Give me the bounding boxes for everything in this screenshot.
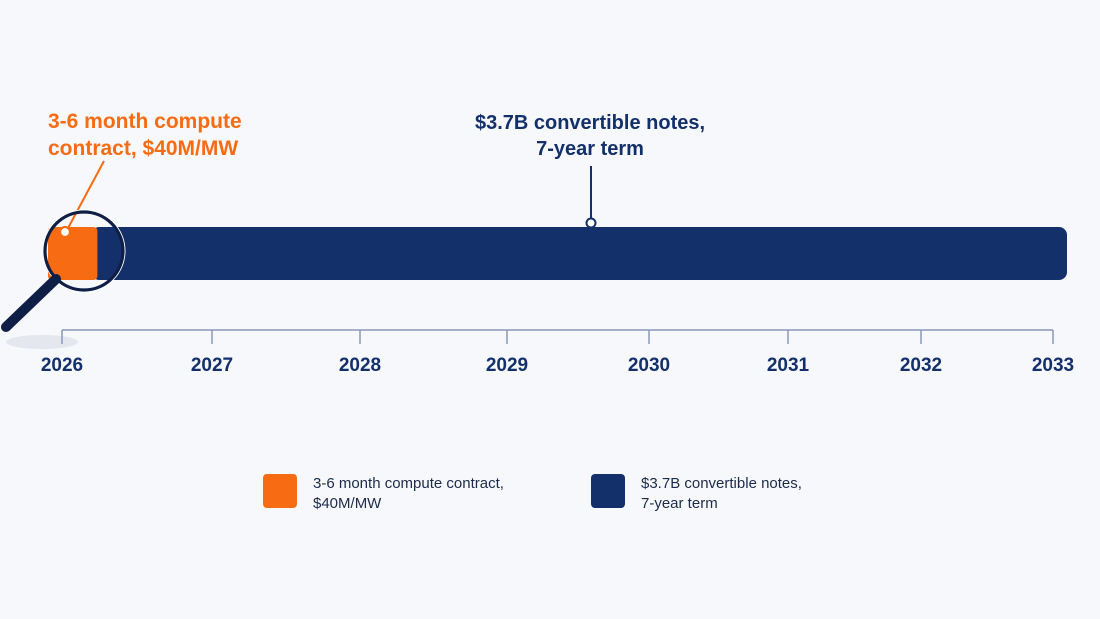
convertible-notes-leader-dot xyxy=(585,217,597,229)
compute-contract-callout: 3-6 month compute contract, $40M/MW xyxy=(48,110,242,160)
convertible-notes-callout: $3.7B convertible notes, 7-year term xyxy=(474,112,706,160)
x-tick-label: 2032 xyxy=(900,355,942,376)
legend-label-convertible-notes: $3.7B convertible notes, 7-year term xyxy=(641,475,802,512)
legend-swatch-navy xyxy=(591,474,625,508)
legend-item-compute-contract: 3-6 month compute contract, $40M/MW xyxy=(263,474,504,514)
x-tick-label: 2033 xyxy=(1032,355,1074,376)
x-tick-label: 2027 xyxy=(191,355,233,376)
x-tick-label: 2028 xyxy=(339,355,381,376)
magnifying-glass-icon xyxy=(1,209,126,332)
x-tick-label: 2030 xyxy=(628,355,670,376)
magnifier-neck xyxy=(41,276,59,294)
compute-contract-leader-dot xyxy=(58,225,72,239)
legend-swatch-orange xyxy=(263,474,297,508)
magnifier-lens-ring xyxy=(43,210,125,292)
compute-contract-leader-line xyxy=(66,160,105,231)
magnifier-shadow xyxy=(6,335,78,349)
legend-label-compute-contract: 3-6 month compute contract, $40M/MW xyxy=(313,475,504,512)
bar-compute-contract xyxy=(48,227,98,280)
x-tick-label: 2029 xyxy=(486,355,528,376)
legend-item-convertible-notes: $3.7B convertible notes, 7-year term xyxy=(591,474,802,514)
x-tick-label: 2026 xyxy=(41,355,83,376)
bar-convertible-notes xyxy=(91,227,1067,280)
x-tick-label: 2031 xyxy=(767,355,810,376)
